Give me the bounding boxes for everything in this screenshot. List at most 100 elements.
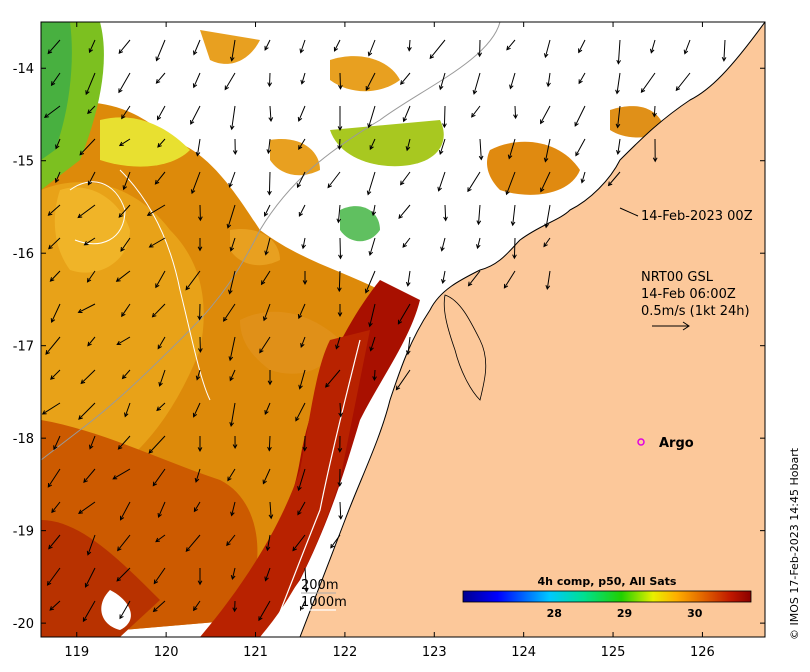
y-tick-label: -14 bbox=[13, 62, 34, 77]
current-arrow bbox=[50, 72, 61, 87]
current-arrow bbox=[45, 336, 61, 355]
current-arrow bbox=[77, 303, 96, 313]
current-arrow bbox=[543, 39, 551, 59]
current-arrow bbox=[197, 568, 203, 586]
current-arrow bbox=[264, 39, 271, 51]
current-arrow bbox=[652, 105, 657, 118]
current-arrow bbox=[51, 501, 61, 514]
current-arrow bbox=[157, 501, 166, 518]
current-arrow bbox=[80, 369, 96, 385]
current-arrow bbox=[429, 39, 446, 60]
current-arrow bbox=[575, 138, 586, 157]
current-arrow bbox=[580, 171, 586, 184]
current-arrow bbox=[118, 39, 131, 55]
current-arrow bbox=[506, 39, 516, 51]
current-arrow bbox=[615, 105, 621, 129]
current-arrow bbox=[338, 402, 343, 418]
current-arrow bbox=[300, 336, 306, 348]
current-arrow bbox=[337, 435, 343, 453]
current-arrow bbox=[229, 237, 236, 252]
current-arrow bbox=[472, 72, 481, 95]
current-arrow bbox=[46, 567, 61, 586]
colorbar-gradient bbox=[462, 590, 752, 603]
current-arrow bbox=[232, 138, 238, 156]
current-arrow bbox=[259, 336, 271, 354]
current-arrow bbox=[192, 402, 201, 418]
current-arrow bbox=[546, 72, 551, 88]
land-mass bbox=[299, 22, 765, 637]
current-arrow bbox=[229, 369, 236, 382]
current-arrow bbox=[337, 106, 343, 131]
current-arrow bbox=[267, 435, 272, 452]
current-arrow bbox=[151, 303, 166, 318]
current-arrow bbox=[157, 336, 166, 350]
current-arrow bbox=[120, 501, 131, 521]
current-arrow bbox=[47, 39, 61, 55]
current-arrow bbox=[578, 72, 586, 85]
current-arrow bbox=[442, 105, 447, 129]
currents-scale-label: 0.5m/s (1kt 24h) bbox=[641, 304, 750, 319]
current-arrow bbox=[185, 534, 201, 553]
current-arrow bbox=[262, 468, 271, 485]
current-arrow bbox=[298, 369, 306, 390]
current-arrow bbox=[258, 600, 271, 622]
y-tick-label: -19 bbox=[13, 525, 34, 540]
currents-time-label: 14-Feb 06:00Z bbox=[641, 287, 736, 302]
current-arrow bbox=[368, 237, 376, 256]
current-arrow bbox=[297, 501, 306, 516]
current-arrow bbox=[43, 105, 61, 119]
currents-source-label: NRT00 GSL bbox=[641, 270, 714, 285]
current-arrow bbox=[267, 370, 273, 386]
plot-area bbox=[41, 22, 765, 637]
x-tick-label: 121 bbox=[243, 645, 268, 660]
current-arrow bbox=[505, 171, 516, 196]
current-arrow bbox=[297, 303, 306, 320]
current-arrow bbox=[228, 270, 236, 295]
current-arrow bbox=[264, 204, 271, 217]
x-tick-label: 123 bbox=[422, 645, 447, 660]
current-arrow bbox=[267, 171, 272, 196]
current-arrow bbox=[721, 39, 727, 62]
y-tick-label: -20 bbox=[13, 617, 34, 632]
current-arrow bbox=[399, 171, 411, 186]
current-arrow bbox=[398, 204, 411, 220]
current-arrow bbox=[197, 436, 203, 452]
current-arrow bbox=[148, 237, 166, 248]
current-arrow bbox=[190, 171, 201, 195]
current-arrow bbox=[49, 600, 61, 611]
current-arrow bbox=[338, 237, 343, 260]
colorbar-tick-label: 30 bbox=[687, 607, 703, 620]
current-arrow bbox=[155, 72, 166, 84]
current-arrow bbox=[197, 336, 203, 353]
current-arrow bbox=[338, 501, 344, 520]
current-arrow bbox=[121, 303, 131, 318]
current-arrow bbox=[155, 534, 166, 543]
argo-float-marker bbox=[637, 438, 645, 446]
current-arrow bbox=[267, 72, 273, 88]
current-arrow bbox=[513, 105, 518, 120]
current-arrow bbox=[302, 435, 308, 452]
current-arrow bbox=[438, 138, 446, 155]
current-arrow bbox=[544, 204, 551, 229]
current-arrow bbox=[292, 534, 306, 552]
current-arrow bbox=[369, 138, 376, 151]
current-arrow bbox=[440, 237, 446, 252]
y-tick-label: -17 bbox=[13, 340, 34, 355]
sst-field bbox=[41, 22, 665, 637]
current-arrow bbox=[295, 402, 306, 422]
current-arrow bbox=[228, 171, 236, 188]
current-arrow bbox=[223, 303, 236, 322]
current-arrow bbox=[304, 567, 309, 593]
current-arrow bbox=[146, 204, 166, 216]
timestamp-pointer bbox=[619, 207, 639, 217]
current-arrow bbox=[87, 336, 96, 347]
current-arrow bbox=[154, 171, 166, 185]
current-arrow bbox=[298, 138, 306, 151]
current-arrow bbox=[195, 369, 201, 381]
current-arrow bbox=[118, 72, 131, 94]
x-tick-label: 124 bbox=[511, 645, 536, 660]
current-arrow bbox=[197, 204, 203, 222]
current-arrow bbox=[153, 567, 166, 585]
current-arrow bbox=[477, 39, 483, 58]
current-arrow bbox=[89, 435, 96, 450]
